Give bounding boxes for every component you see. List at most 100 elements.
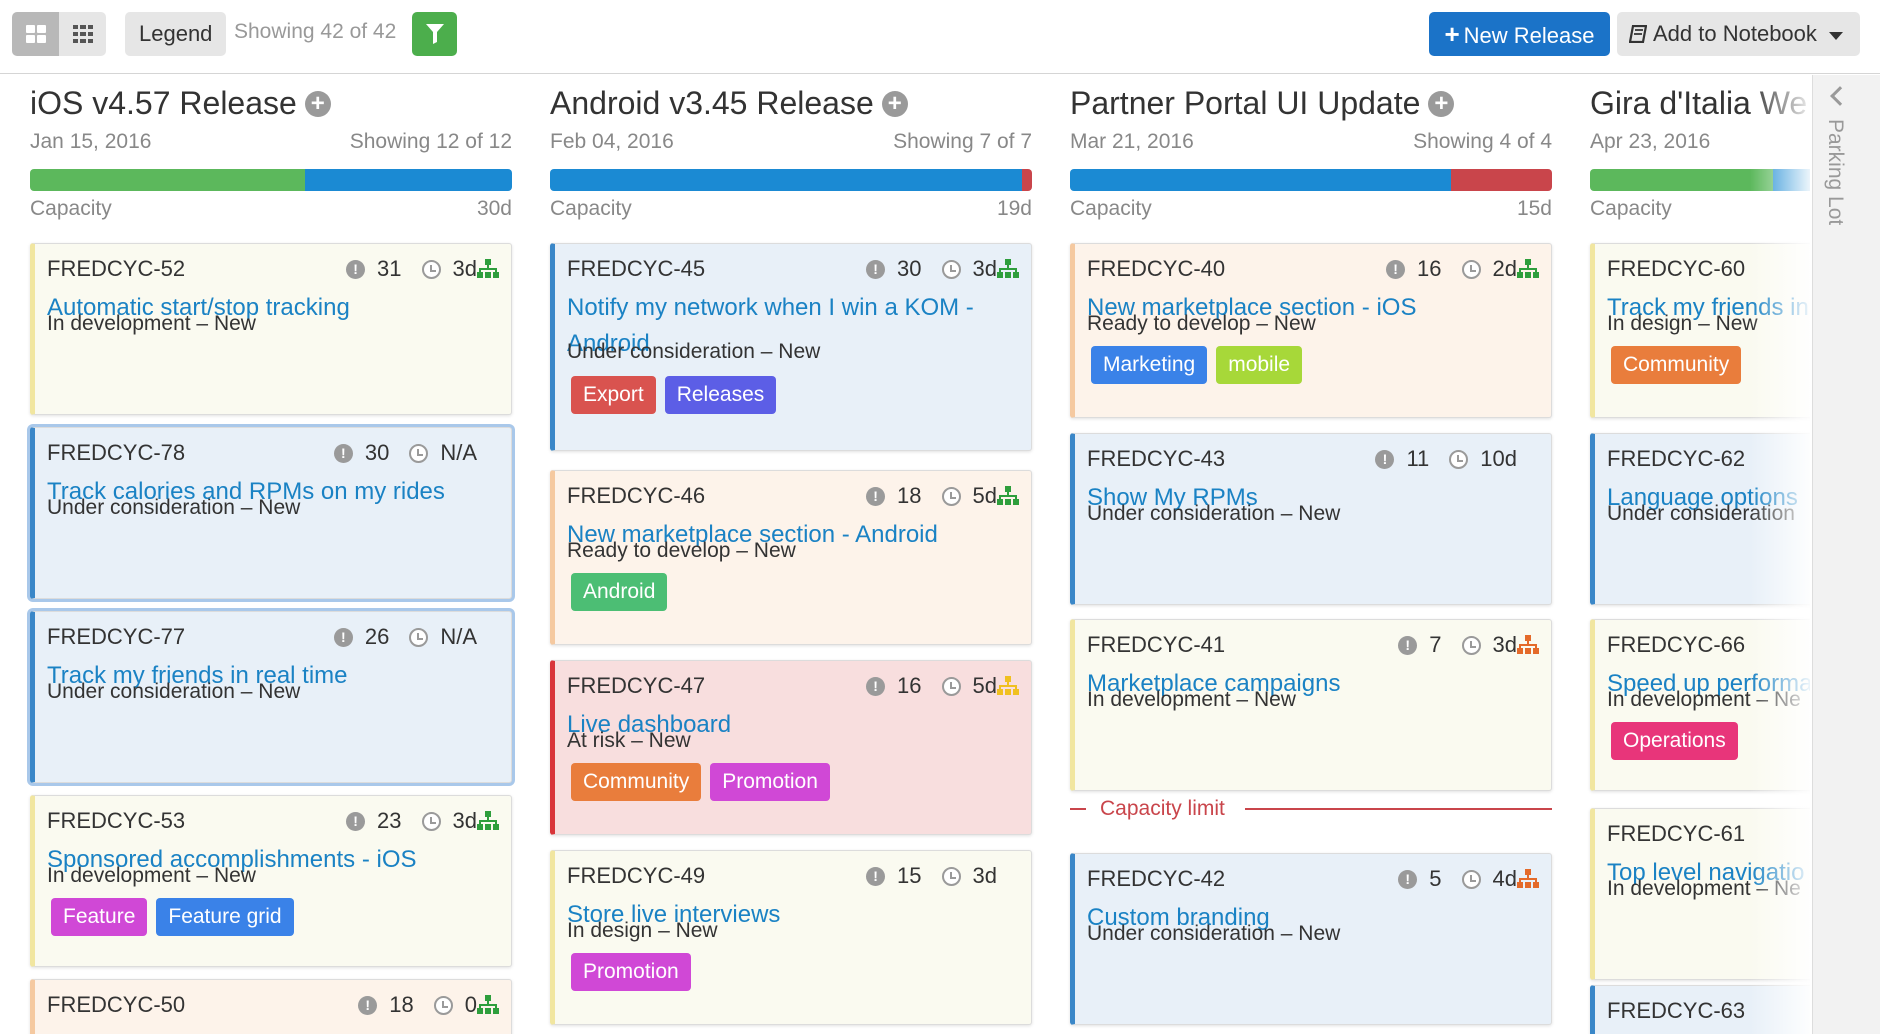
capacity-limit-label: Capacity limit [1100, 797, 1225, 820]
feature-title-link[interactable]: Show My RPMs [1087, 484, 1258, 511]
capacity-segment [550, 169, 1023, 191]
feature-id: FREDCYC-41 [1087, 632, 1226, 657]
feature-tags: Export Releases [571, 376, 785, 414]
feature-card[interactable]: FREDCYC-77! 26 N/A Track my friends in real… [30, 611, 512, 783]
score-icon: ! [866, 866, 886, 886]
release-title[interactable]: iOS v4.57 Release + [30, 85, 331, 122]
card-view-button[interactable] [12, 12, 59, 56]
feature-tag[interactable]: Android [571, 573, 668, 611]
feature-card[interactable]: FREDCYC-40! 16 2d New marketplace section -… [1070, 243, 1552, 418]
score-icon: ! [866, 486, 886, 506]
grid-view-button[interactable] [59, 12, 106, 56]
capacity-segment [1590, 169, 1774, 191]
legend-button[interactable]: Legend [125, 12, 227, 56]
add-feature-icon[interactable]: + [304, 91, 331, 117]
feature-tag[interactable]: Community [1611, 346, 1742, 384]
parking-lot-panel[interactable]: Parking Lot [1812, 75, 1880, 1034]
feature-tag[interactable]: Promotion [571, 953, 691, 991]
feature-title-link[interactable]: Live dashboard [567, 711, 732, 738]
capacity-bar [1590, 169, 1810, 191]
feature-estimate: 5d [972, 673, 997, 698]
view-toggle [12, 12, 106, 56]
feature-card[interactable]: FREDCYC-41! 7 3d Marketplace campaigns In de… [1070, 619, 1552, 791]
feature-card[interactable]: FREDCYC-62 Language options Under consider… [1590, 433, 1810, 605]
feature-card[interactable]: FREDCYC-42! 5 4d Custom branding Under consi… [1070, 853, 1552, 1025]
feature-card[interactable]: FREDCYC-47! 16 5d Live dashboard At risk – N… [550, 660, 1032, 835]
feature-status: Under consideration – New [567, 340, 821, 363]
feature-id: FREDCYC-46 [567, 483, 706, 508]
parking-lot-label: Parking Lot [1824, 119, 1847, 226]
feature-estimate: 2d [1492, 256, 1517, 281]
release-title-text[interactable]: Gira d'Italia We [1590, 85, 1808, 121]
feature-estimate: 10d [1480, 446, 1517, 471]
feature-tag[interactable]: mobile [1216, 346, 1303, 384]
add-feature-icon[interactable]: + [881, 91, 908, 117]
new-release-label: New Release [1463, 23, 1595, 48]
feature-estimate: 3d [1492, 632, 1517, 657]
feature-card[interactable]: FREDCYC-46! 18 5d New marketplace section -… [550, 470, 1032, 645]
feature-tag[interactable]: Promotion [710, 763, 830, 801]
feature-metrics: ! 31 3d [346, 256, 477, 282]
feature-tag[interactable]: Feature grid [156, 898, 294, 936]
feature-status: In development – New [47, 312, 256, 335]
feature-tag[interactable]: Export [571, 376, 656, 414]
feature-title-link[interactable]: Store live interviews [567, 901, 781, 928]
release-title-text[interactable]: Partner Portal UI Update [1070, 85, 1421, 121]
clock-icon [433, 995, 453, 1015]
release-title[interactable]: Android v3.45 Release + [550, 85, 908, 122]
add-feature-icon[interactable]: + [1428, 91, 1455, 117]
feature-title-link[interactable]: New marketplace section - Android [567, 521, 938, 548]
feature-card[interactable]: FREDCYC-50! 18 0 [30, 979, 512, 1034]
feature-card[interactable]: FREDCYC-43! 11 10d Show My RPMs Under consid… [1070, 433, 1552, 605]
feature-estimate: 5d [972, 483, 997, 508]
card-view-icon [25, 25, 46, 43]
feature-title-link[interactable]: Marketplace campaigns [1087, 670, 1341, 697]
feature-score: 18 [897, 483, 922, 508]
feature-metrics: ! 23 3d [346, 808, 477, 834]
feature-card[interactable]: FREDCYC-61 Top level navigatio In developm… [1590, 808, 1810, 980]
release-title[interactable]: Gira d'Italia We+ [1590, 85, 1810, 122]
new-release-button[interactable]: + New Release [1429, 12, 1610, 56]
feature-status: Under consideration [1607, 502, 1795, 525]
feature-id: FREDCYC-53 [47, 808, 186, 833]
feature-status: In design – New [1607, 312, 1758, 335]
feature-tags: Marketing mobile [1091, 346, 1311, 384]
release-title-text[interactable]: Android v3.45 Release [550, 85, 874, 121]
feature-tag[interactable]: Community [571, 763, 702, 801]
feature-metrics: ! 18 0 [358, 992, 477, 1018]
feature-card[interactable]: FREDCYC-78! 30 N/A Track calories and RPMs … [30, 427, 512, 599]
capacity-segment [304, 169, 512, 191]
feature-tag[interactable]: Feature [51, 898, 148, 936]
feature-tag[interactable]: Operations [1611, 722, 1738, 760]
capacity-bar [30, 169, 512, 191]
feature-estimate: 4d [1492, 866, 1517, 891]
feature-card[interactable]: FREDCYC-60 Track my friends in In design –… [1590, 243, 1810, 418]
feature-title-link[interactable]: Sponsored accomplishments - iOS [47, 846, 417, 873]
feature-card[interactable]: FREDCYC-53 ! 23 3d Sponsored accomplishments… [30, 795, 512, 967]
feature-title-link[interactable]: Track calories and RPMs on my rides [47, 478, 445, 505]
feature-card[interactable]: FREDCYC-52! 31 3d Automatic start/stop trac… [30, 243, 512, 415]
clock-icon [1461, 259, 1481, 279]
feature-card[interactable]: FREDCYC-49! 15 3d Store live interviews In d… [550, 850, 1032, 1025]
feature-card[interactable]: FREDCYC-63 [1590, 985, 1810, 1034]
feature-id: FREDCYC-40 [1087, 256, 1226, 281]
feature-status: In development – Ne [1607, 688, 1801, 711]
feature-tag[interactable]: Releases [664, 376, 777, 414]
feature-status: In development – New [47, 864, 256, 887]
feature-title-link[interactable]: Automatic start/stop tracking [47, 294, 350, 321]
feature-title-link[interactable]: Notify my network when I win a KOM - And… [567, 294, 974, 357]
add-to-notebook-button[interactable]: Add to Notebook [1617, 12, 1860, 56]
feature-title-link[interactable]: Custom branding [1087, 904, 1270, 931]
feature-tag[interactable]: Marketing [1091, 346, 1208, 384]
release-showing-count: Showing 12 of 12 [349, 130, 512, 153]
feature-card[interactable]: FREDCYC-66 Speed up performa In developmen… [1590, 619, 1810, 791]
feature-title-link[interactable]: Track my friends in real time [47, 662, 348, 689]
score-icon: ! [358, 995, 378, 1015]
feature-card[interactable]: FREDCYC-45! 30 3d Notify my network when I … [550, 243, 1032, 451]
feature-title-link[interactable]: New marketplace section - iOS [1087, 294, 1417, 321]
release-column: iOS v4.57 Release + Jan 15, 2016 Showing 12… [30, 75, 512, 1034]
filter-button[interactable] [412, 12, 457, 56]
release-title[interactable]: Partner Portal UI Update + [1070, 85, 1455, 122]
feature-tags: Operations [1611, 722, 1747, 760]
release-title-text[interactable]: iOS v4.57 Release [30, 85, 297, 121]
